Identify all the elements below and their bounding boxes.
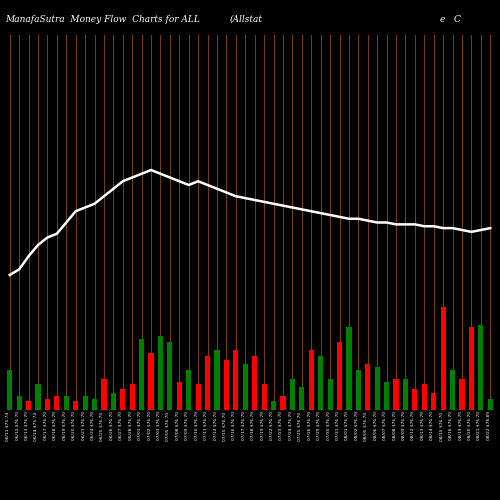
Bar (308, 350, 314, 410)
Bar (186, 370, 192, 410)
Bar (318, 356, 324, 410)
Bar (82, 396, 87, 410)
Bar (384, 382, 389, 410)
Text: e   C: e C (440, 15, 461, 24)
Bar (262, 384, 266, 410)
Bar (412, 388, 418, 410)
Bar (158, 336, 163, 410)
Bar (148, 353, 154, 410)
Bar (26, 402, 31, 410)
Text: ManafaSutra  Money Flow  Charts for ALL: ManafaSutra Money Flow Charts for ALL (5, 15, 200, 24)
Bar (224, 360, 229, 410)
Bar (234, 350, 238, 410)
Bar (478, 324, 484, 410)
Bar (92, 398, 97, 410)
Bar (299, 387, 304, 410)
Bar (64, 396, 69, 410)
Bar (205, 356, 210, 410)
Bar (120, 388, 126, 410)
Bar (440, 308, 446, 410)
Bar (450, 370, 455, 410)
Bar (488, 398, 493, 410)
Bar (196, 384, 201, 410)
Bar (102, 378, 106, 410)
Bar (7, 370, 12, 410)
Bar (394, 378, 398, 410)
Bar (356, 370, 361, 410)
Bar (168, 342, 172, 410)
Bar (130, 384, 135, 410)
Bar (214, 350, 220, 410)
Bar (16, 396, 21, 410)
Bar (365, 364, 370, 410)
Bar (176, 382, 182, 410)
Bar (280, 396, 285, 410)
Bar (337, 342, 342, 410)
Bar (374, 367, 380, 410)
Text: (Allstat: (Allstat (230, 15, 263, 24)
Bar (54, 396, 60, 410)
Bar (242, 364, 248, 410)
Bar (139, 339, 144, 410)
Bar (290, 378, 295, 410)
Bar (346, 328, 352, 410)
Bar (111, 393, 116, 410)
Bar (271, 402, 276, 410)
Bar (73, 402, 78, 410)
Bar (422, 384, 427, 410)
Bar (460, 378, 464, 410)
Bar (45, 398, 50, 410)
Bar (403, 378, 408, 410)
Bar (469, 328, 474, 410)
Bar (36, 384, 41, 410)
Bar (328, 378, 332, 410)
Bar (252, 356, 258, 410)
Bar (431, 393, 436, 410)
